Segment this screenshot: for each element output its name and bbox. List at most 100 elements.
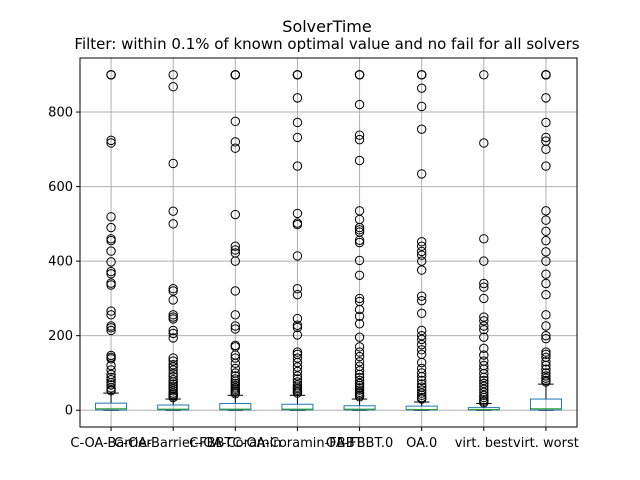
outlier-point — [168, 360, 178, 370]
outlier-point — [106, 325, 116, 336]
outlier-point — [230, 371, 241, 381]
box-group — [467, 70, 500, 411]
outlier-point — [230, 245, 241, 255]
outlier-point — [292, 357, 303, 368]
outlier-point — [106, 222, 116, 233]
outlier-point — [541, 247, 551, 257]
outlier-point — [292, 93, 303, 103]
outlier-point — [541, 161, 551, 171]
box-iqr — [95, 402, 128, 411]
outlier-point — [541, 93, 551, 103]
outlier-point — [479, 282, 489, 292]
box-group — [343, 70, 376, 411]
outlier-point — [230, 363, 241, 374]
x-tick-label: OA.0 — [406, 436, 437, 451]
outlier-point — [230, 378, 241, 389]
outlier-point — [292, 366, 303, 377]
box-iqr — [157, 404, 190, 411]
outlier-point — [416, 390, 427, 401]
plot-frame — [79, 57, 578, 428]
outlier-point — [168, 219, 178, 229]
box-group — [529, 70, 562, 411]
outlier-point — [416, 70, 427, 80]
outlier-point — [354, 347, 365, 357]
outlier-point — [168, 333, 178, 343]
outlier-point — [479, 392, 489, 403]
outlier-point — [479, 375, 489, 386]
outlier-point — [354, 255, 365, 266]
outlier-point — [230, 137, 241, 147]
outlier-point — [354, 155, 365, 166]
outlier-point — [416, 265, 427, 275]
outlier-point — [230, 389, 241, 399]
outlier-point — [230, 286, 241, 296]
outlier-point — [292, 70, 303, 80]
box-group — [95, 70, 128, 411]
box-iqr — [529, 398, 562, 411]
outlier-point — [168, 379, 178, 389]
outlier-point — [541, 373, 551, 383]
outlier-point — [541, 206, 551, 216]
outlier-point — [479, 372, 489, 383]
outlier-point — [354, 357, 365, 367]
outlier-point — [230, 310, 241, 320]
outlier-point — [292, 161, 303, 171]
axis-layer: 0 200 400 600 800 C-OA-BarrierC-OA-Barrier-FB… — [48, 57, 579, 451]
outlier-point — [541, 132, 551, 143]
outlier-point — [292, 330, 303, 340]
box-layer — [95, 70, 562, 411]
outlier-point — [416, 124, 427, 134]
outlier-point — [230, 256, 241, 266]
outlier-point — [416, 308, 427, 319]
outlier-point — [168, 314, 178, 324]
outlier-point — [230, 143, 241, 153]
outlier-point — [354, 378, 365, 389]
outlier-point — [541, 360, 551, 371]
outlier-point — [168, 158, 178, 169]
outlier-point — [541, 333, 551, 344]
outlier-point — [416, 330, 427, 341]
outlier-point — [292, 208, 303, 219]
outlier-point — [168, 286, 178, 296]
x-tick-label: virt. worst — [513, 436, 579, 451]
outlier-point — [106, 235, 116, 246]
outlier-point — [541, 364, 551, 374]
box-iqr — [343, 405, 376, 411]
outlier-point — [354, 237, 365, 248]
outlier-point — [541, 226, 551, 237]
outlier-point — [106, 372, 116, 383]
outlier-point — [292, 219, 303, 230]
outlier-point — [416, 295, 427, 306]
outlier-point — [106, 306, 116, 316]
x-tick-label: virt. best — [455, 436, 513, 451]
outlier-point — [541, 215, 551, 225]
box-group — [157, 70, 190, 411]
outlier-point — [479, 369, 489, 379]
outlier-point — [168, 362, 178, 372]
outlier-point — [354, 225, 365, 235]
outlier-point — [479, 343, 489, 354]
outlier-point — [479, 350, 489, 360]
outlier-point — [416, 237, 427, 247]
chart-subtitle: Filter: within 0.1% of known optimal val… — [74, 35, 579, 53]
outlier-point — [354, 293, 365, 304]
outlier-point — [541, 347, 551, 357]
outlier-point — [168, 353, 178, 363]
outlier-point — [479, 256, 489, 266]
chart-title: SolverTime — [282, 17, 371, 36]
outlier-point — [479, 387, 489, 398]
outlier-point — [416, 250, 427, 260]
box-iqr — [281, 403, 314, 411]
outlier-point — [292, 388, 303, 398]
outlier-point — [541, 256, 551, 266]
outlier-point — [416, 394, 427, 404]
outlier-point — [354, 385, 365, 395]
outlier-point — [106, 360, 116, 371]
outlier-point — [416, 101, 427, 112]
outlier-point — [168, 295, 178, 305]
outlier-point — [479, 381, 489, 392]
outlier-point — [292, 117, 303, 128]
outlier-point — [106, 70, 116, 80]
outlier-point — [416, 371, 427, 382]
